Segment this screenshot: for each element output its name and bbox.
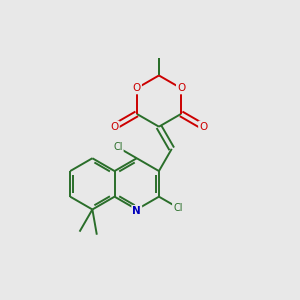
Text: O: O — [177, 83, 185, 93]
Text: Cl: Cl — [113, 142, 123, 152]
Text: Cl: Cl — [173, 202, 182, 213]
Text: O: O — [199, 122, 207, 132]
Text: O: O — [110, 122, 119, 132]
Text: N: N — [132, 206, 141, 216]
Text: O: O — [133, 83, 141, 93]
